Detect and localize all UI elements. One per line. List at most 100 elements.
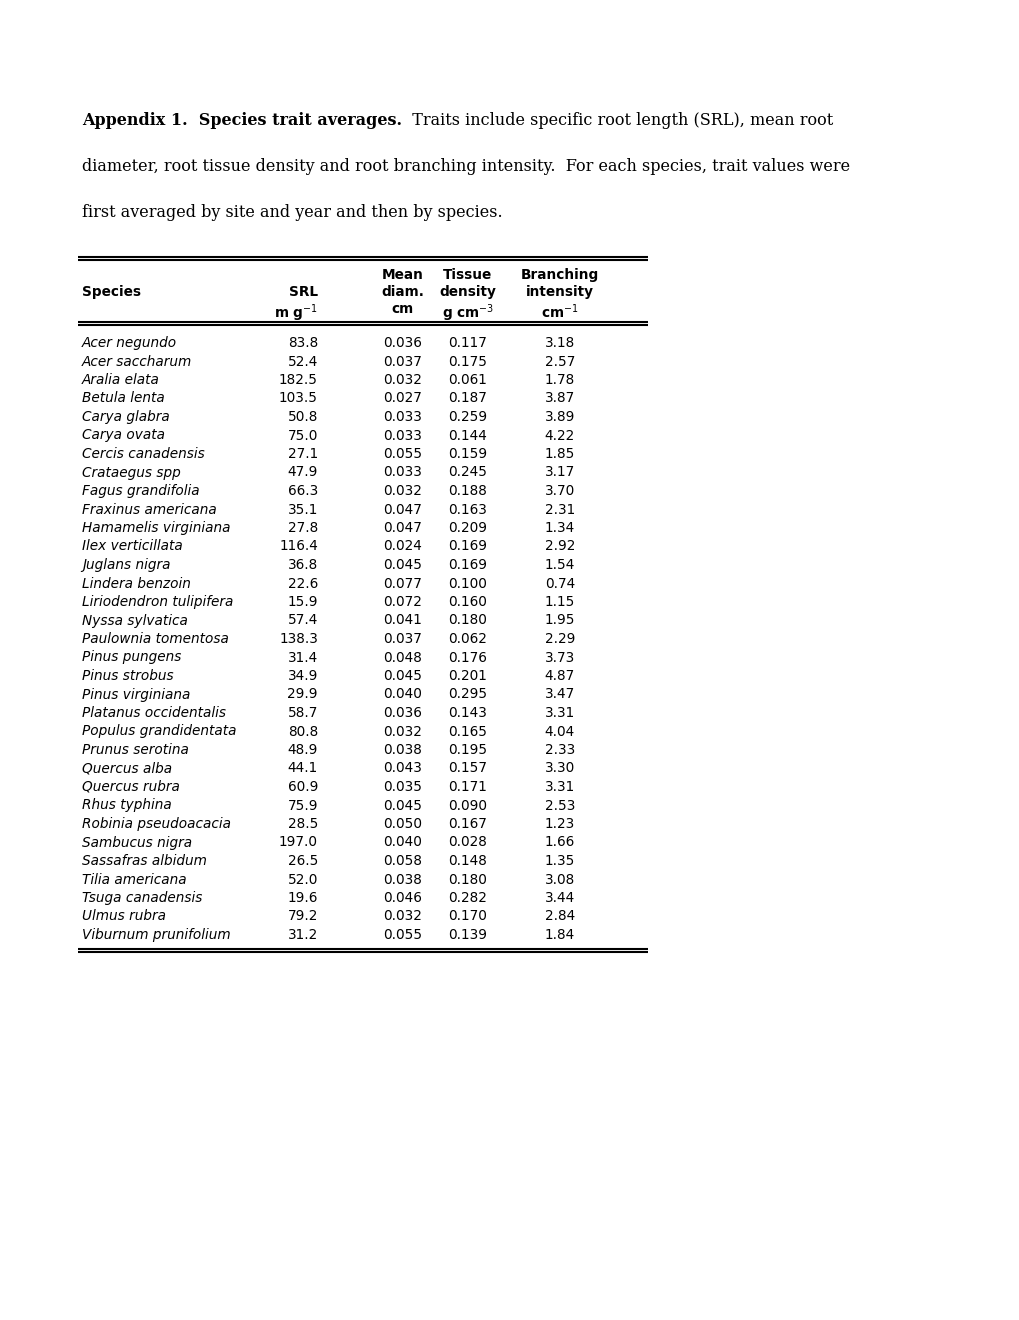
Text: Fraxinus americana: Fraxinus americana (82, 503, 217, 516)
Text: diam.: diam. (381, 285, 424, 300)
Text: 27.1: 27.1 (287, 447, 318, 461)
Text: 1.23: 1.23 (544, 817, 575, 832)
Text: 0.209: 0.209 (448, 521, 487, 535)
Text: 4.22: 4.22 (544, 429, 575, 442)
Text: 4.04: 4.04 (544, 725, 575, 738)
Text: Species: Species (82, 285, 141, 300)
Text: 2.53: 2.53 (544, 799, 575, 813)
Text: 2.31: 2.31 (544, 503, 575, 516)
Text: Pinus virginiana: Pinus virginiana (82, 688, 191, 701)
Text: 0.062: 0.062 (448, 632, 487, 645)
Text: 0.045: 0.045 (383, 799, 422, 813)
Text: 0.072: 0.072 (383, 595, 422, 609)
Text: 3.87: 3.87 (544, 392, 575, 405)
Text: 1.54: 1.54 (544, 558, 575, 572)
Text: 31.2: 31.2 (287, 928, 318, 942)
Text: 197.0: 197.0 (279, 836, 318, 850)
Text: 52.0: 52.0 (287, 873, 318, 887)
Text: 0.187: 0.187 (448, 392, 487, 405)
Text: 0.047: 0.047 (383, 503, 422, 516)
Text: 0.259: 0.259 (448, 411, 487, 424)
Text: 0.037: 0.037 (383, 355, 422, 368)
Text: Aralia elata: Aralia elata (82, 374, 160, 387)
Text: Crataegus spp: Crataegus spp (82, 466, 180, 479)
Text: 0.175: 0.175 (448, 355, 487, 368)
Text: cm: cm (391, 302, 414, 315)
Text: 0.180: 0.180 (448, 873, 487, 887)
Text: 52.4: 52.4 (287, 355, 318, 368)
Text: Platanus occidentalis: Platanus occidentalis (82, 706, 226, 719)
Text: 1.66: 1.66 (544, 836, 575, 850)
Text: 0.027: 0.027 (383, 392, 422, 405)
Text: 1.84: 1.84 (544, 928, 575, 942)
Text: 2.33: 2.33 (544, 743, 575, 756)
Text: 0.188: 0.188 (448, 484, 487, 498)
Text: Sambucus nigra: Sambucus nigra (82, 836, 192, 850)
Text: 0.037: 0.037 (383, 632, 422, 645)
Text: Viburnum prunifolium: Viburnum prunifolium (82, 928, 230, 942)
Text: 0.170: 0.170 (448, 909, 487, 924)
Text: 0.171: 0.171 (448, 780, 487, 795)
Text: 182.5: 182.5 (279, 374, 318, 387)
Text: 2.84: 2.84 (544, 909, 575, 924)
Text: 103.5: 103.5 (279, 392, 318, 405)
Text: 0.036: 0.036 (383, 337, 422, 350)
Text: 0.040: 0.040 (383, 688, 422, 701)
Text: 0.043: 0.043 (383, 762, 422, 776)
Text: density: density (439, 285, 496, 300)
Text: 0.160: 0.160 (448, 595, 487, 609)
Text: 0.165: 0.165 (448, 725, 487, 738)
Text: 0.055: 0.055 (383, 928, 422, 942)
Text: 50.8: 50.8 (287, 411, 318, 424)
Text: 75.0: 75.0 (287, 429, 318, 442)
Text: 27.8: 27.8 (287, 521, 318, 535)
Text: 48.9: 48.9 (287, 743, 318, 756)
Text: Carya glabra: Carya glabra (82, 411, 169, 424)
Text: 1.78: 1.78 (544, 374, 575, 387)
Text: 0.195: 0.195 (448, 743, 487, 756)
Text: Lindera benzoin: Lindera benzoin (82, 577, 191, 590)
Text: 80.8: 80.8 (287, 725, 318, 738)
Text: 0.167: 0.167 (448, 817, 487, 832)
Text: 57.4: 57.4 (287, 614, 318, 627)
Text: 2.57: 2.57 (544, 355, 575, 368)
Text: Tsuga canadensis: Tsuga canadensis (82, 891, 202, 906)
Text: 79.2: 79.2 (287, 909, 318, 924)
Text: 3.31: 3.31 (544, 706, 575, 719)
Text: 3.73: 3.73 (544, 651, 575, 664)
Text: Nyssa sylvatica: Nyssa sylvatica (82, 614, 187, 627)
Text: 0.077: 0.077 (383, 577, 422, 590)
Text: Tilia americana: Tilia americana (82, 873, 186, 887)
Text: 1.15: 1.15 (544, 595, 575, 609)
Text: 3.18: 3.18 (544, 337, 575, 350)
Text: 0.038: 0.038 (383, 743, 422, 756)
Text: 0.050: 0.050 (383, 817, 422, 832)
Text: 0.157: 0.157 (448, 762, 487, 776)
Text: 0.201: 0.201 (448, 669, 487, 682)
Text: Populus grandidentata: Populus grandidentata (82, 725, 236, 738)
Text: 0.048: 0.048 (383, 651, 422, 664)
Text: 0.038: 0.038 (383, 873, 422, 887)
Text: 0.045: 0.045 (383, 669, 422, 682)
Text: 0.032: 0.032 (383, 909, 422, 924)
Text: 0.045: 0.045 (383, 558, 422, 572)
Text: 0.117: 0.117 (448, 337, 487, 350)
Text: 0.180: 0.180 (448, 614, 487, 627)
Text: Rhus typhina: Rhus typhina (82, 799, 171, 813)
Text: 2.29: 2.29 (544, 632, 575, 645)
Text: first averaged by site and year and then by species.: first averaged by site and year and then… (82, 205, 502, 220)
Text: 0.028: 0.028 (448, 836, 487, 850)
Text: 31.4: 31.4 (287, 651, 318, 664)
Text: 22.6: 22.6 (287, 577, 318, 590)
Text: 0.033: 0.033 (383, 429, 422, 442)
Text: 0.159: 0.159 (448, 447, 487, 461)
Text: 0.74: 0.74 (544, 577, 575, 590)
Text: 3.30: 3.30 (544, 762, 575, 776)
Text: 28.5: 28.5 (287, 817, 318, 832)
Text: 3.08: 3.08 (544, 873, 575, 887)
Text: Robinia pseudoacacia: Robinia pseudoacacia (82, 817, 230, 832)
Text: 0.040: 0.040 (383, 836, 422, 850)
Text: 1.95: 1.95 (544, 614, 575, 627)
Text: Juglans nigra: Juglans nigra (82, 558, 170, 572)
Text: Pinus strobus: Pinus strobus (82, 669, 173, 682)
